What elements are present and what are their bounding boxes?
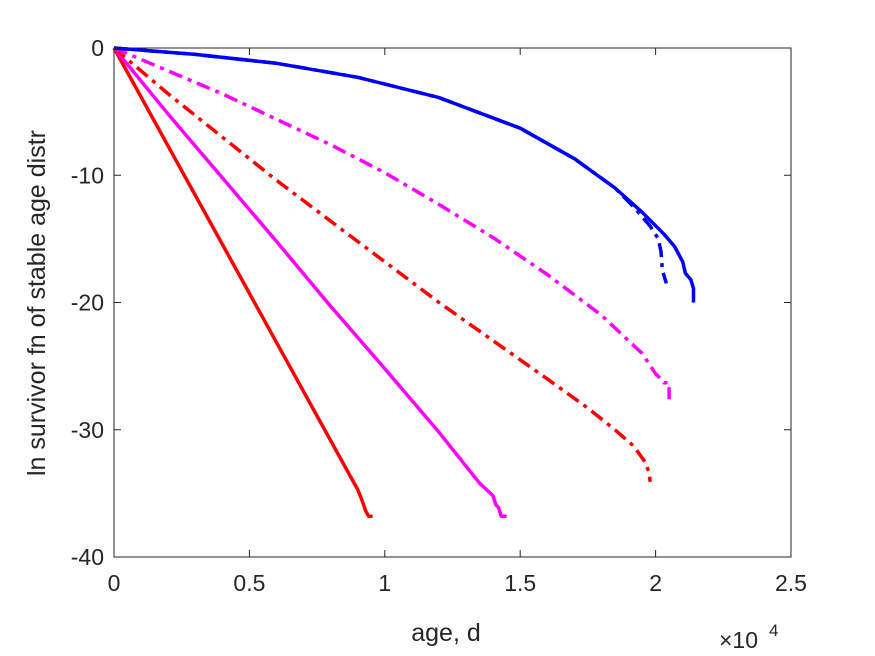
x-exponent-label: ×10 4 [719,621,778,653]
x-tick-label: 2.5 [775,570,807,596]
y-tick-label: -40 [71,544,104,570]
x-exponent-power: 4 [769,621,778,640]
plot-area [113,47,792,558]
series-line-4 [113,46,671,400]
series-line-2 [112,46,507,519]
x-tick-label: 2 [649,570,662,596]
x-tick-label: 1 [378,570,391,596]
series-line-3 [112,46,652,483]
y-tick-label: -30 [71,417,104,443]
y-tick-label: 0 [91,35,104,61]
series-line-6 [113,46,696,303]
x-tick-label: 0.5 [233,570,265,596]
y-tick-label: -20 [71,290,104,316]
axes-box [113,47,792,558]
x-exponent-base: ×10 [719,627,758,653]
ticks-layer: 0 0.5 1 1.5 2 2.5 0 -10 -20 -30 -40 [71,35,807,596]
series-layer [112,46,696,519]
x-tick-label: 0 [108,570,121,596]
x-tick-label: 1.5 [504,570,536,596]
y-axis-label: ln survivor fn of stable age distr [23,130,51,476]
x-axis-label: age, d [411,619,481,647]
y-tick-label: -10 [71,162,104,188]
series-line-1 [112,47,373,519]
